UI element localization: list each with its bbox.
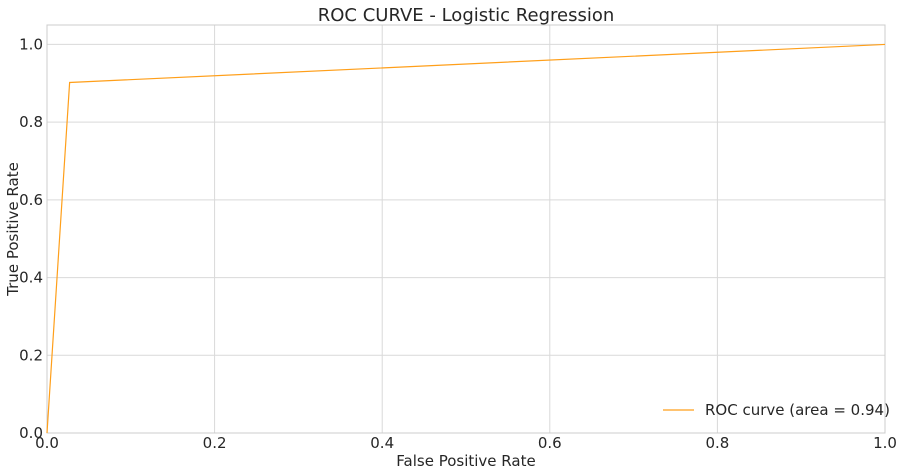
y-tick-label: 0.6: [19, 191, 43, 209]
legend-label: ROC curve (area = 0.94): [705, 401, 890, 419]
y-axis-label: True Positive Rate: [4, 162, 22, 297]
y-tick-label: 0.4: [19, 269, 43, 287]
x-tick-label: 0.2: [203, 434, 227, 452]
y-tick-label: 0.2: [19, 346, 43, 364]
tick-labels: 0.0 0.2 0.4 0.6 0.8 1.0 0.0 0.2 0.4 0.6 0.8 1.0: [19, 35, 897, 452]
legend: ROC curve (area = 0.94): [663, 401, 890, 419]
x-tick-label: 0.0: [35, 434, 59, 452]
y-tick-label: 1.0: [19, 35, 43, 53]
x-tick-label: 0.8: [705, 434, 729, 452]
grid-lines: [46, 25, 886, 434]
x-axis-label: False Positive Rate: [396, 452, 535, 470]
x-tick-label: 0.6: [538, 434, 562, 452]
plot-frame: [46, 24, 886, 434]
y-tick-label: 0.8: [19, 113, 43, 131]
x-tick-label: 1.0: [873, 434, 897, 452]
chart-title: ROC CURVE - Logistic Regression: [318, 5, 615, 26]
y-tick-label: 0.0: [19, 424, 43, 442]
series-layer: [46, 43, 886, 434]
roc-curve-line: [46, 43, 886, 434]
x-tick-label: 0.4: [370, 434, 394, 452]
